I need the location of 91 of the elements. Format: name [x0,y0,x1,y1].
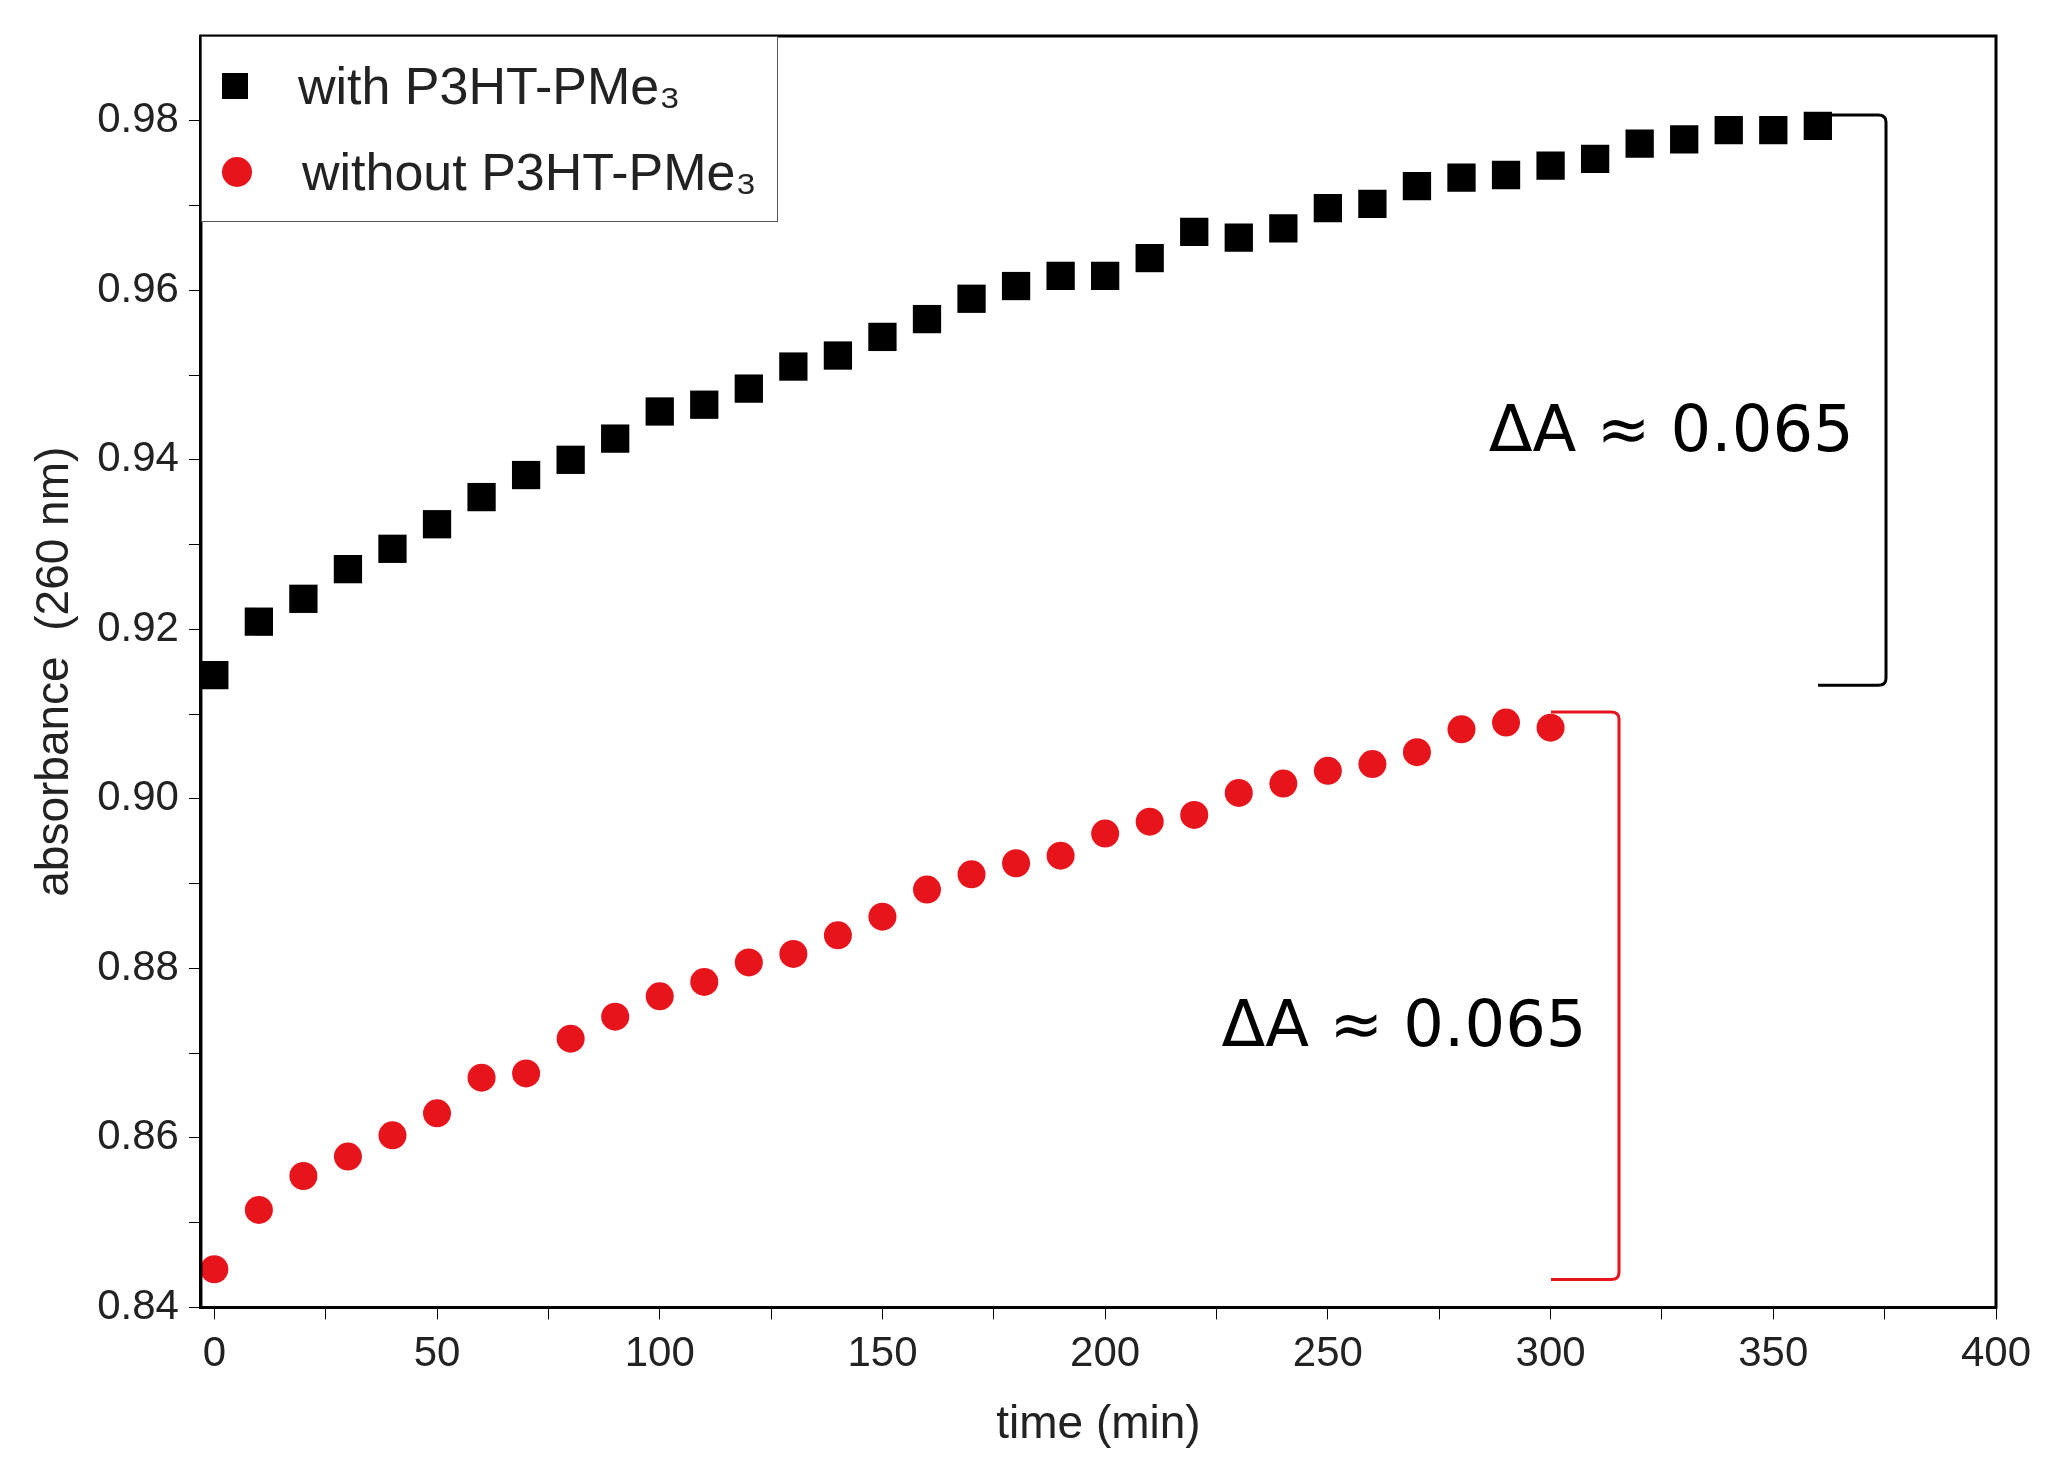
point [556,445,585,474]
x-tick-label: 400 [1960,1328,2032,1376]
point [1224,223,1253,252]
annotation: ΔA ≈ 0.065 [1221,987,1587,1062]
point [601,1002,630,1031]
point [1269,769,1298,798]
point [1402,738,1431,767]
point [1447,715,1476,744]
x-axis-title: time (min) [996,1396,1201,1449]
point [1625,129,1654,158]
legend-label: with P3HT-PMe₃ [297,56,681,116]
point [823,341,853,370]
y-tick-label: 0.94 [97,433,179,481]
point [1358,189,1387,218]
point [1180,217,1209,246]
point [1670,125,1699,154]
point [1536,713,1565,742]
point [1803,111,1832,140]
point [868,902,897,931]
point [957,860,986,889]
point [779,939,808,968]
point [289,584,318,613]
x-tick-label: 0 [202,1328,226,1376]
y-tick-label: 0.96 [97,263,179,311]
point [422,510,452,539]
annotation: ΔA ≈ 0.065 [1488,392,1854,467]
point [1135,807,1164,836]
point [1091,819,1120,848]
point [690,390,719,419]
point [333,555,363,584]
y-tick-label: 0.92 [97,602,179,650]
point [200,1255,229,1284]
point [823,921,852,950]
point [1492,708,1521,737]
point [200,660,229,690]
point [1180,800,1209,829]
point [779,352,808,381]
point [690,967,719,996]
x-tick-label: 100 [624,1328,695,1376]
x-tick-label: 250 [1292,1328,1363,1376]
y-tick-label: 0.88 [97,941,179,989]
point [333,1142,362,1171]
point [289,1162,318,1191]
point [912,304,942,334]
point [467,482,496,512]
point [1046,841,1075,870]
point [734,374,763,403]
point [1714,115,1743,145]
point [957,284,986,313]
point [244,607,273,636]
point [1759,115,1788,145]
point [1002,849,1031,878]
point [1313,756,1342,785]
point [645,397,674,426]
point [1447,163,1476,192]
point [1580,144,1610,174]
point [1001,271,1031,301]
point [511,460,541,490]
point [244,1195,273,1224]
point [1358,750,1387,779]
x-tick-label: 200 [1070,1328,1141,1376]
point [378,534,407,563]
point [1224,778,1253,807]
y-axis-title: absorbance (260 nm) [26,446,79,897]
point [734,948,763,977]
point [423,1099,452,1128]
x-tick-label: 300 [1515,1328,1586,1376]
point [868,322,897,352]
x-tick-label: 350 [1738,1328,1809,1376]
point [1491,160,1521,190]
y-tick-label: 0.86 [97,1111,179,1159]
point [378,1121,407,1150]
point [1091,261,1120,291]
y-tick-label: 0.90 [97,772,179,820]
point [645,982,674,1011]
y-tick-label: 0.84 [97,1280,179,1328]
point [556,1024,585,1053]
point [1536,151,1565,180]
point [912,875,941,904]
x-tick-label: 150 [847,1328,918,1376]
point [1313,193,1343,223]
point [467,1063,496,1092]
point [1046,261,1075,291]
point [601,424,630,453]
y-tick-label: 0.98 [97,94,179,142]
point [1269,214,1298,243]
point [512,1059,541,1088]
legend-label: without P3HT-PMe₃ [301,142,757,202]
x-tick-label: 50 [413,1328,461,1376]
point [1402,171,1432,201]
point [1135,243,1164,273]
